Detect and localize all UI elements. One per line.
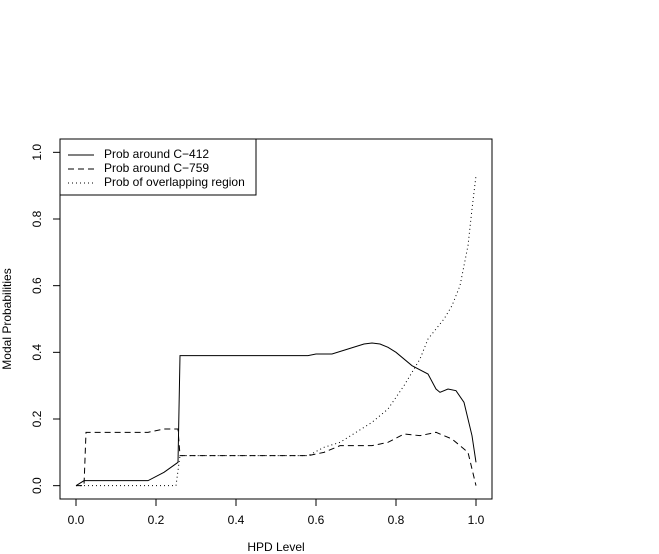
series-line: [75, 342, 477, 487]
series-line: [76, 428, 477, 487]
x-tick-label: 0.2: [148, 513, 165, 527]
x-tick-label: 0.8: [388, 513, 405, 527]
x-tick-label: 1.0: [468, 513, 485, 527]
y-axis-label: Modal Probabilities: [0, 268, 14, 369]
y-tick-label: 0.8: [30, 210, 44, 227]
x-tick-label: 0.0: [68, 513, 85, 527]
y-tick-label: 1.0: [30, 144, 44, 161]
legend-box: [59, 138, 257, 196]
x-axis-label: HPD Level: [247, 540, 304, 554]
y-tick-label: 0.6: [30, 277, 44, 294]
y-tick-label: 0.0: [30, 477, 44, 494]
legend-label: Prob around C−412: [104, 147, 209, 161]
x-tick-label: 0.6: [308, 513, 325, 527]
y-tick-label: 0.4: [30, 344, 44, 361]
y-tick-label: 0.2: [30, 410, 44, 427]
series-line: [76, 175, 477, 487]
legend-label: Prob of overlapping region: [104, 175, 245, 189]
legend-label: Prob around C−759: [104, 161, 209, 175]
x-tick-label: 0.4: [228, 513, 245, 527]
